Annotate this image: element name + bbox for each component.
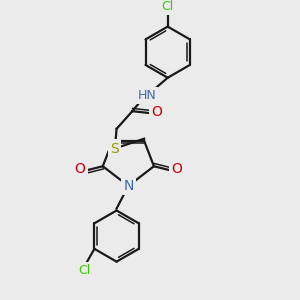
Text: O: O <box>171 162 182 176</box>
Text: O: O <box>152 105 162 119</box>
Text: N: N <box>123 179 134 193</box>
Text: S: S <box>110 142 119 155</box>
Text: HN: HN <box>138 89 156 102</box>
Text: Cl: Cl <box>79 264 91 277</box>
Text: O: O <box>75 162 86 176</box>
Text: Cl: Cl <box>162 0 174 14</box>
